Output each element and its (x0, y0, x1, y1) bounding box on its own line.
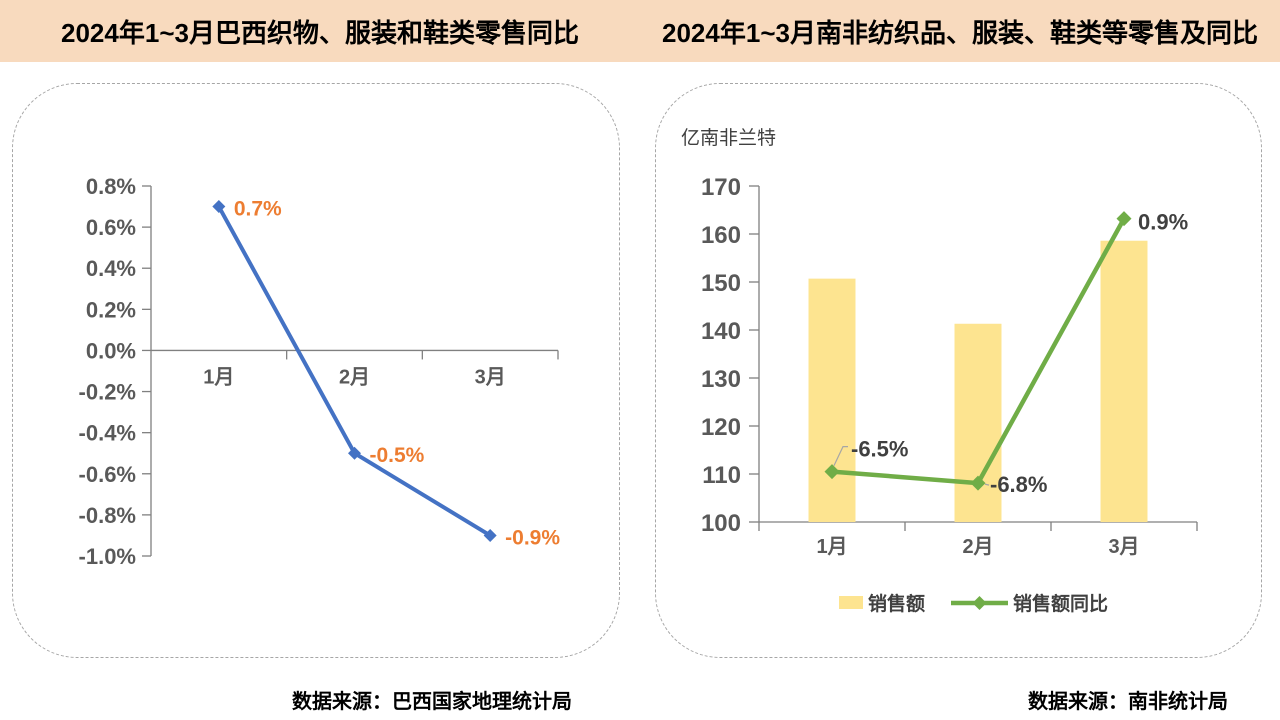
legend-bar-swatch (839, 596, 863, 609)
category-label: 1月 (816, 536, 847, 558)
label-leader-line (833, 446, 848, 466)
left-source-note: 数据来源：巴西国家地理统计局 (292, 691, 572, 713)
y-tick-label: 160 (701, 222, 741, 249)
right-chart-title: 2024年1~3月南非纺织品、服装、鞋类等零售及同比 (662, 17, 1258, 48)
y-tick-label: 0.4% (86, 256, 136, 281)
y-tick-label: 140 (701, 318, 741, 345)
data-label: -0.5% (370, 444, 425, 467)
brazil-line-chart: 0.8% 0.6% 0.4% 0.2% 0.0% -0.2% -0.4% -0.6% -0.8%… (79, 174, 561, 569)
y-tick-label: 0.6% (86, 215, 136, 240)
legend-line-marker (972, 596, 987, 610)
left-chart-title: 2024年1~3月巴西织物、服装和鞋类零售同比 (61, 17, 579, 48)
data-point-marker (970, 475, 986, 491)
label-leader-line (984, 483, 990, 486)
right-source-note: 数据来源：南非统计局 (1028, 691, 1228, 713)
category-label: 2月 (962, 536, 993, 558)
category-label: 2月 (339, 366, 370, 388)
y-tick-label: -0.2% (79, 380, 136, 405)
y-tick-label: 130 (701, 366, 741, 393)
y-tick-label: 110 (702, 462, 741, 489)
data-label: -6.5% (851, 437, 908, 462)
data-label: 0.7% (234, 198, 282, 221)
category-label: 3月 (1108, 536, 1139, 558)
legend-label: 销售额同比 (1013, 592, 1108, 615)
y-tick-label: 120 (701, 414, 741, 441)
data-point-marker (348, 446, 361, 460)
y-tick-label: -0.8% (79, 503, 136, 528)
data-label: -6.8% (990, 472, 1047, 497)
data-point-marker (212, 200, 226, 214)
category-label: 1月 (203, 366, 234, 388)
data-point-marker (824, 464, 840, 480)
y-tick-label: 100 (701, 510, 741, 537)
category-label: 3月 (475, 366, 506, 388)
y-tick-label: 150 (701, 270, 741, 297)
y-tick-label: 0.8% (86, 174, 136, 199)
y-tick-label: 0.2% (86, 297, 136, 322)
page-header: 2024年1~3月巴西织物、服装和鞋类零售同比 2024年1~3月南非纺织品、服… (0, 0, 1280, 62)
brazil-chart-panel: 0.8% 0.6% 0.4% 0.2% 0.0% -0.2% -0.4% -0.6% -0.8%… (12, 83, 620, 658)
data-point-marker (483, 528, 497, 542)
y-tick-label: -1.0% (79, 544, 136, 569)
south-africa-chart-panel: 亿南非兰特 170 160 150 140 130 120 110 100 1月 2月 3月 -6.5%… (655, 83, 1262, 658)
data-label: 0.9% (1138, 210, 1188, 235)
unit-label: 亿南非兰特 (681, 127, 776, 149)
sales-bar (1100, 240, 1148, 522)
south-africa-combo-chart: 亿南非兰特 170 160 150 140 130 120 110 100 1月 2月 3月 -6.5%… (681, 127, 1198, 615)
data-label: -0.9% (505, 526, 560, 549)
y-tick-label: -0.6% (79, 462, 136, 487)
y-tick-label: -0.4% (79, 421, 136, 446)
sales-bar (808, 278, 856, 522)
y-tick-label: 170 (701, 174, 741, 201)
y-tick-label: 0.0% (86, 338, 136, 363)
data-point-marker (1116, 211, 1132, 227)
legend-label: 销售额 (868, 592, 925, 615)
